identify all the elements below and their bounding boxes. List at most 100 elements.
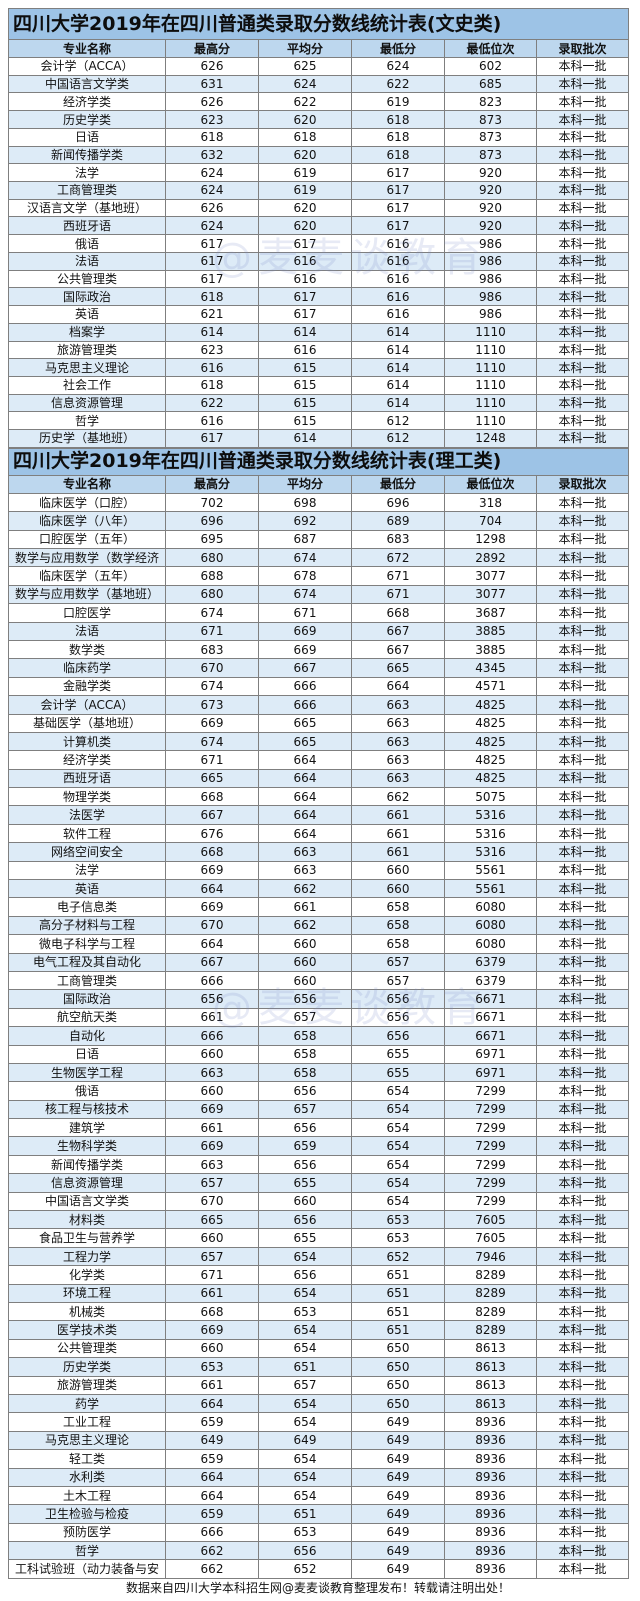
table-row: 药学 664 654 650 8613 本科一批 <box>8 1393 630 1414</box>
table-cell: 会计学（ACCA） <box>8 57 166 76</box>
table-cell: 本科一批 <box>535 952 630 972</box>
table-cell: 本科一批 <box>535 216 630 236</box>
table-cell: 650 <box>351 1375 445 1395</box>
table-cell: 873 <box>444 127 537 147</box>
table-row: 工科试验班（动力装备与安 662 652 649 8936 本科一批 <box>8 1559 630 1579</box>
table-cell: 本科一批 <box>535 1375 630 1395</box>
table-cell: 617 <box>258 234 352 253</box>
table-cell: 本科一批 <box>535 897 630 917</box>
table-cell: 669 <box>165 897 259 917</box>
table-cell: 617 <box>258 287 352 307</box>
table-row: 机械类 668 653 651 8289 本科一批 <box>8 1301 630 1322</box>
table-cell: 本科一批 <box>535 1449 630 1469</box>
table-cell: 马克思主义理论 <box>8 1430 166 1451</box>
table-cell: 本科一批 <box>535 1210 630 1230</box>
header-row: 专业名称 最高分 平均分 最低分 最低位次 录取批次 <box>8 39 630 58</box>
table-cell: 信息资源管理 <box>8 1173 166 1193</box>
table-cell: 物理学类 <box>8 787 166 807</box>
table-row: 预防医学 666 653 649 8936 本科一批 <box>8 1522 630 1543</box>
table-cell: 616 <box>351 305 445 324</box>
table-cell: 664 <box>165 1467 259 1487</box>
table-cell: 667 <box>258 658 352 678</box>
table-cell: 695 <box>165 529 259 549</box>
table-cell: 国际政治 <box>8 989 166 1009</box>
table-cell: 654 <box>258 1412 352 1432</box>
table-cell: 本科一批 <box>535 658 630 678</box>
table-cell: 670 <box>165 658 259 678</box>
table-cell: 本科一批 <box>535 1228 630 1248</box>
table-cell: 660 <box>258 952 352 972</box>
table-cell: 工商管理类 <box>8 181 166 200</box>
table-cell: 674 <box>258 584 352 605</box>
table-cell: 692 <box>258 511 352 531</box>
table-cell: 704 <box>444 511 537 531</box>
table-cell: 英语 <box>8 879 166 899</box>
table-cell: 614 <box>351 340 445 360</box>
table-cell: 654 <box>351 1136 445 1156</box>
table-cell: 旅游管理类 <box>8 340 166 360</box>
table-cell: 671 <box>165 750 259 770</box>
table-cell: 汉语言文学（基地班） <box>8 198 166 218</box>
table-cell: 663 <box>351 731 445 752</box>
table-cell: 建筑学 <box>8 1118 166 1138</box>
table-cell: 本科一批 <box>535 1412 630 1432</box>
table-cell: 661 <box>165 1375 259 1395</box>
table-cell: 本科一批 <box>535 713 630 733</box>
table-cell: 626 <box>165 57 259 76</box>
table-cell: 7299 <box>444 1191 537 1212</box>
table-cell: 668 <box>165 1301 259 1322</box>
table-cell: 本科一批 <box>535 970 630 991</box>
table-cell: 617 <box>258 305 352 324</box>
table-cell: 7946 <box>444 1246 537 1267</box>
table-cell: 616 <box>165 358 259 377</box>
table-row: 数学与应用数学（数学经济 680 674 672 2892 本科一批 <box>8 547 630 568</box>
table-cell: 本科一批 <box>535 393 630 413</box>
table-cell: 本科一批 <box>535 750 630 770</box>
table-cell: 2892 <box>444 547 537 568</box>
table-cell: 法语 <box>8 251 166 271</box>
table-cell: 624 <box>165 163 259 183</box>
table-row: 中国语言文学类 670 660 654 7299 本科一批 <box>8 1191 630 1212</box>
table-cell: 614 <box>351 358 445 377</box>
table-cell: 656 <box>258 1081 352 1101</box>
table-cell: 马克思主义理论 <box>8 358 166 377</box>
table-cell: 预防医学 <box>8 1522 166 1543</box>
table-cell: 4825 <box>444 695 537 715</box>
table-cell: 656 <box>258 1118 352 1138</box>
table-cell: 661 <box>165 1283 259 1304</box>
table-cell: 本科一批 <box>535 1467 630 1487</box>
table-cell: 670 <box>165 1191 259 1212</box>
table-cell: 660 <box>165 1228 259 1248</box>
table-row: 档案学 614 614 614 1110 本科一批 <box>8 322 630 342</box>
table-cell: 602 <box>444 57 537 76</box>
table-cell: 655 <box>351 1044 445 1064</box>
table-cell: 法语 <box>8 621 166 641</box>
table-cell: 617 <box>165 269 259 289</box>
table-cell: 986 <box>444 305 537 324</box>
table-row: 哲学 662 656 649 8936 本科一批 <box>8 1541 630 1561</box>
table-cell: 数学与应用数学（基地班） <box>8 584 166 605</box>
table-cell: 8936 <box>444 1522 537 1543</box>
table-cell: 620 <box>258 216 352 236</box>
table-cell: 本科一批 <box>535 251 630 271</box>
table-cell: 法学 <box>8 860 166 881</box>
table-cell: 1110 <box>444 358 537 377</box>
table-cell: 666 <box>258 695 352 715</box>
table-cell: 生物医学工程 <box>8 1062 166 1083</box>
table-cell: 5561 <box>444 879 537 899</box>
table-cell: 664 <box>351 676 445 697</box>
table-cell: 920 <box>444 198 537 218</box>
table-cell: 本科一批 <box>535 305 630 324</box>
table-cell: 669 <box>258 621 352 641</box>
table-cell: 7299 <box>444 1173 537 1193</box>
table-row: 工商管理类 666 660 657 6379 本科一批 <box>8 970 630 991</box>
table-cell: 659 <box>258 1136 352 1156</box>
table-cell: 651 <box>351 1301 445 1322</box>
table-row: 历史学类 653 651 650 8613 本科一批 <box>8 1357 630 1377</box>
table-cell: 日语 <box>8 1044 166 1064</box>
table-cell: 本科一批 <box>535 915 630 936</box>
table-cell: 674 <box>165 603 259 623</box>
table-cell: 667 <box>351 621 445 641</box>
table-cell: 本科一批 <box>535 234 630 253</box>
table-cell: 653 <box>165 1357 259 1377</box>
